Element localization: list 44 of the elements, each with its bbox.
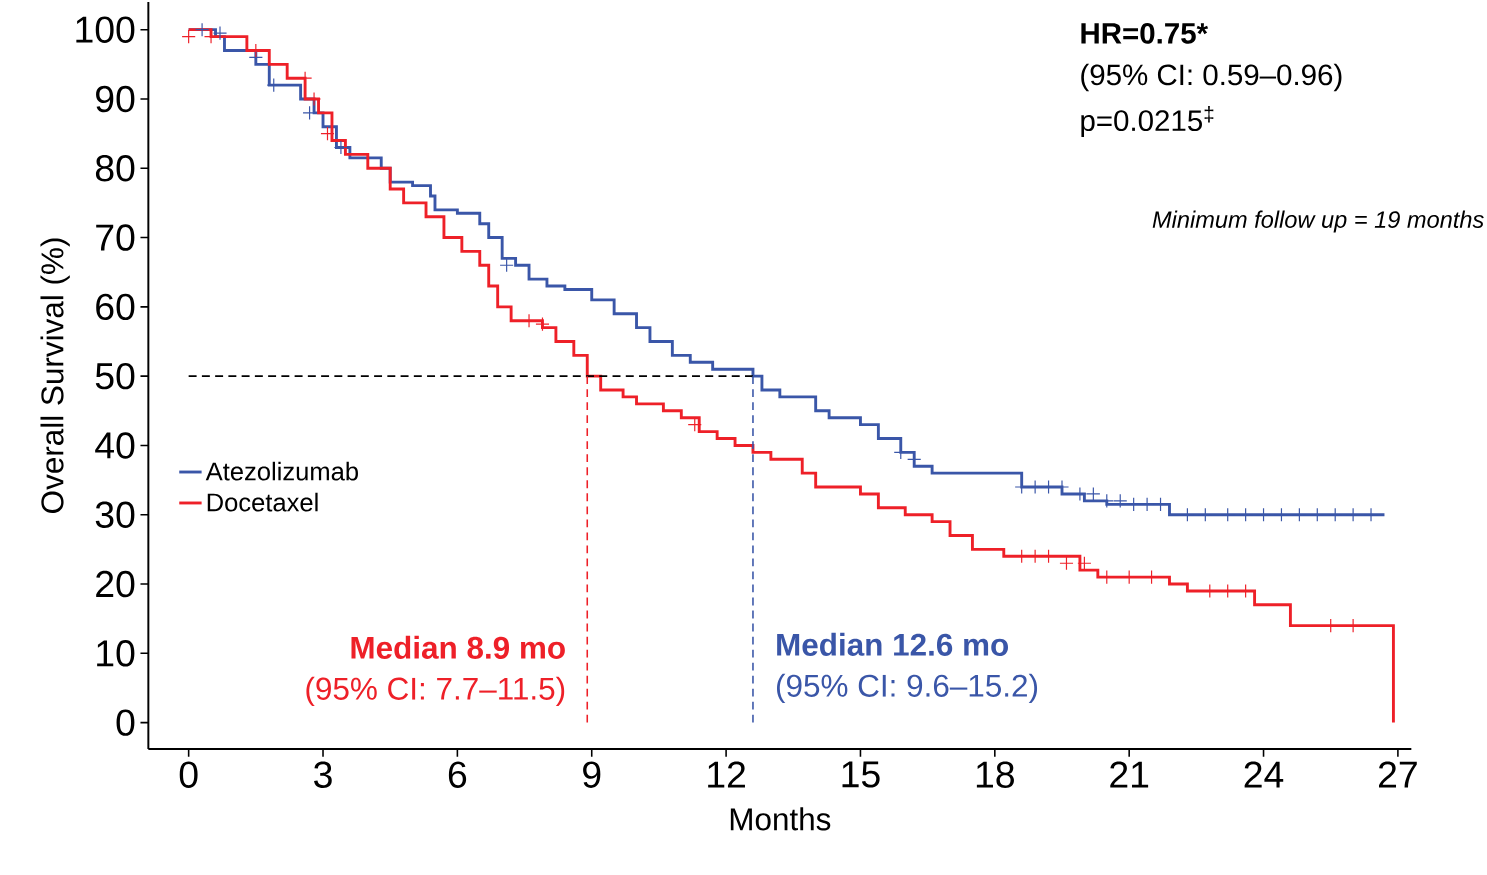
x-tick-label: 27: [1379, 761, 1417, 788]
point: [320, 126, 335, 141]
x-tick-label: 18: [976, 761, 1014, 789]
y-axis-title: Overall Survival (%): [40, 238, 70, 514]
y-tick-label: 50: [95, 363, 135, 390]
annotation: (95% CI: 0.59–0.96): [1081, 63, 1342, 92]
x-tick-label: 0: [179, 761, 198, 789]
y-tick-label: 90: [96, 85, 135, 113]
y-tick-label: 0: [116, 709, 135, 736]
x-tick-label: 3: [314, 761, 332, 789]
point: [687, 417, 702, 432]
annotation: Median 12.6 mo: [777, 632, 1009, 657]
annotation: p=0.0215$^{‡}$: [1081, 106, 1214, 138]
y-tick-label: 100: [76, 16, 135, 44]
point: [1086, 486, 1101, 502]
legend-label: Docetaxel: [207, 492, 318, 512]
x-axis-title: Months: [730, 807, 831, 831]
legend-label: Atezolizumab: [205, 461, 358, 481]
annotation: Minimum follow up = 19 months: [1152, 210, 1484, 233]
y-tick-label: 10: [97, 640, 135, 667]
point: [194, 22, 210, 37]
x-tick-label: 12: [708, 761, 745, 788]
x-tick-label: 24: [1244, 761, 1284, 788]
annotation: HR=0.75*: [1081, 23, 1209, 44]
point: [1059, 556, 1074, 571]
point: [1113, 493, 1128, 509]
annotation: (95% CI: 9.6–15.2): [777, 673, 1038, 704]
y-tick-label: 30: [95, 501, 135, 529]
point: [499, 258, 514, 273]
point: [535, 317, 550, 332]
point: [212, 26, 228, 41]
y-tick-label: 60: [96, 293, 135, 321]
point: [181, 29, 196, 44]
point: [1077, 556, 1092, 571]
annotation: Median 8.9 mo: [351, 635, 565, 660]
x-tick-label: 9: [583, 761, 601, 789]
y-tick-label: 70: [96, 224, 135, 251]
x-tick-label: 21: [1110, 761, 1149, 788]
x-tick-label: 6: [448, 761, 467, 789]
y-tick-label: 20: [96, 570, 135, 598]
annotation: (95% CI: 7.7–11.5): [306, 676, 565, 707]
x-tick-label: 15: [842, 761, 880, 788]
y-tick-label: 80: [95, 155, 135, 182]
y-tick-label: 40: [95, 432, 135, 459]
